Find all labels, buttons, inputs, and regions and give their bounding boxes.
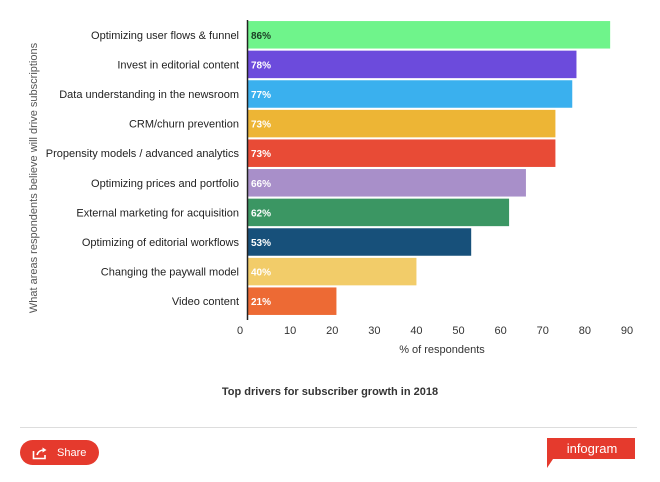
bar-value-label: 62% (251, 208, 271, 219)
y-axis-title: What areas respondents believe will driv… (28, 42, 40, 313)
category-label: Optimizing prices and portfolio (91, 178, 239, 190)
bar-value-label: 53% (251, 238, 271, 249)
bar-value-label: 66% (251, 179, 271, 190)
x-tick-label: 70 (537, 325, 549, 337)
x-tick-label: 0 (237, 325, 243, 337)
bar-value-label: 86% (251, 31, 271, 42)
share-label: Share (57, 446, 87, 459)
bar[interactable] (248, 21, 611, 49)
brand-label: infogram (567, 441, 618, 456)
x-axis-title: % of respondents (399, 344, 485, 356)
x-tick-label: 40 (410, 325, 422, 337)
bar[interactable] (248, 198, 510, 227)
bar-value-label: 73% (251, 120, 271, 131)
category-label: Optimizing user flows & funnel (91, 30, 239, 42)
footer-divider (20, 427, 637, 428)
x-tick-label: 20 (326, 325, 338, 337)
x-tick-label: 30 (368, 325, 380, 337)
share-icon (32, 447, 47, 459)
bar[interactable] (248, 287, 337, 315)
bar[interactable] (248, 169, 526, 197)
category-label: Changing the paywall model (101, 267, 239, 279)
x-tick-label: 10 (284, 325, 296, 337)
bar[interactable] (248, 50, 577, 79)
category-label: Optimizing of editorial workflows (82, 237, 240, 249)
bar-value-label: 78% (251, 60, 271, 71)
bar[interactable] (248, 80, 573, 108)
category-label: Invest in editorial content (117, 59, 239, 71)
category-label: Propensity models / advanced analytics (46, 148, 240, 160)
x-tick-label: 80 (579, 325, 591, 337)
bar[interactable] (248, 109, 556, 138)
x-tick-label: 90 (621, 325, 633, 337)
bar[interactable] (248, 228, 472, 256)
x-tick-label: 60 (495, 325, 507, 337)
bar-value-label: 40% (251, 268, 271, 279)
bar-value-label: 77% (251, 90, 271, 101)
category-label: CRM/churn prevention (129, 119, 239, 131)
bar[interactable] (248, 257, 417, 286)
infogram-logo[interactable]: infogram (543, 437, 637, 469)
category-label: Data understanding in the newsroom (59, 89, 239, 101)
chart-title: Top drivers for subscriber growth in 201… (221, 386, 439, 398)
category-label: Video content (172, 296, 239, 308)
x-tick-label: 50 (452, 325, 464, 337)
bar-chart: What areas respondents believe will driv… (28, 20, 633, 356)
category-label: External marketing for acquisition (76, 207, 239, 219)
share-button[interactable]: Share (20, 440, 99, 465)
bar-value-label: 21% (251, 297, 271, 308)
bar-value-label: 73% (251, 149, 271, 160)
bar[interactable] (248, 139, 556, 167)
